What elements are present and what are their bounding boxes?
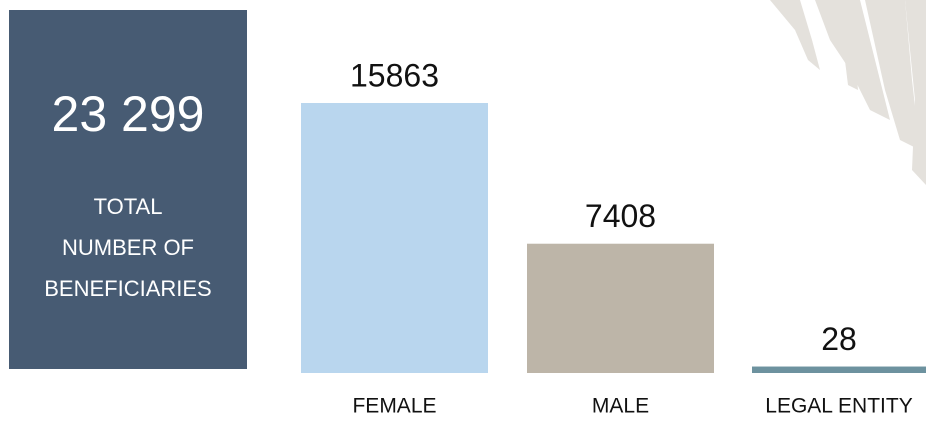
- summary-value: 23 299: [52, 86, 205, 142]
- value-label: 7408: [585, 198, 656, 234]
- category-label: MALE: [592, 395, 649, 418]
- summary-card: [9, 10, 247, 369]
- category-label: LEGAL ENTITY: [765, 395, 912, 418]
- summary-label: BENEFICIARIES: [44, 276, 211, 301]
- brush-decoration: [770, 0, 926, 185]
- bar: [304, 106, 485, 370]
- value-label: 15863: [350, 57, 439, 93]
- value-label: 28: [821, 321, 857, 357]
- summary-label: NUMBER OF: [62, 235, 194, 260]
- summary-label: TOTAL: [94, 194, 163, 219]
- category-label: FEMALE: [352, 395, 436, 418]
- bar: [530, 247, 711, 370]
- infographic: 23 299 TOTAL NUMBER OF BENEFICIARIES 158…: [0, 0, 926, 422]
